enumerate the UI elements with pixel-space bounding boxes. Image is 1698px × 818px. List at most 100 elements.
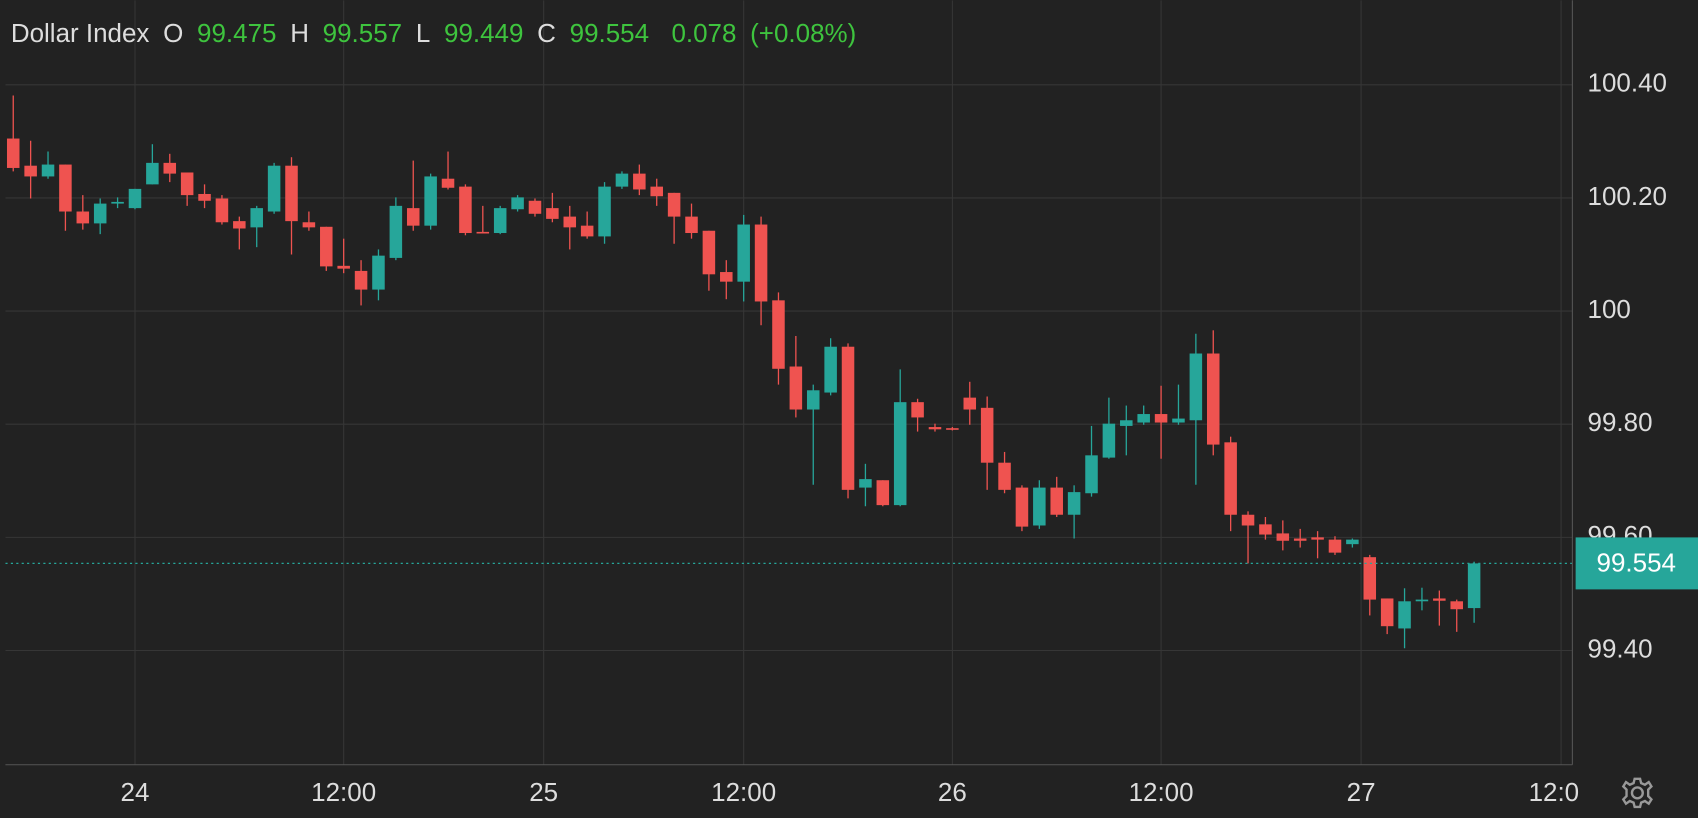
candle-body	[859, 479, 872, 488]
x-tick-label: 27	[1347, 777, 1376, 807]
candle-body	[180, 172, 194, 196]
candle-body	[528, 200, 542, 214]
candle-body	[1328, 539, 1342, 553]
candle-body	[163, 162, 177, 174]
candle-body	[806, 390, 820, 410]
high-value: 99.557	[323, 18, 402, 48]
candle-body	[1137, 414, 1150, 423]
ohlc-label: L	[416, 18, 430, 48]
candle-body	[233, 221, 246, 229]
candle-body	[1050, 487, 1063, 515]
low-value: 99.449	[444, 18, 523, 48]
change-value: 0.078	[671, 18, 736, 48]
y-tick-label: 100.20	[1588, 181, 1667, 211]
candle-body	[285, 165, 298, 222]
x-tick-label: 12:00	[1129, 777, 1194, 807]
candle-body	[1206, 353, 1220, 445]
candle-body	[1102, 423, 1116, 458]
candle-body	[737, 224, 750, 282]
candle-body	[563, 216, 577, 228]
candle-body	[302, 222, 316, 228]
candle-body	[946, 428, 959, 430]
candle-body	[615, 173, 629, 187]
candle-body	[650, 186, 663, 197]
ohlc-label: O	[163, 18, 183, 48]
candle-body	[598, 186, 611, 237]
candle-body	[372, 255, 385, 290]
candle-body	[1120, 420, 1133, 426]
candle-body	[1067, 492, 1081, 515]
header: Dollar Index O 99.475 H 99.557 L 99.449 …	[11, 18, 856, 48]
candle-body	[841, 346, 855, 490]
candle-body	[1398, 601, 1411, 629]
x-tick-label: 12:00	[1529, 777, 1594, 807]
candle-body	[389, 205, 403, 258]
candle-body	[320, 226, 333, 267]
candle-body	[824, 346, 837, 393]
candle-body	[337, 265, 350, 269]
candle-body	[354, 270, 368, 290]
price-tag	[1575, 537, 1698, 590]
x-tick-label: 24	[121, 777, 150, 807]
y-tick-label: 99.80	[1588, 407, 1653, 437]
title: Dollar Index	[11, 18, 150, 48]
candle-body	[511, 197, 524, 210]
candle-body	[754, 224, 768, 302]
candle-body	[928, 427, 942, 430]
candle-body	[76, 211, 90, 224]
candle-body	[702, 230, 716, 275]
candle-body	[1450, 601, 1463, 610]
candle-body	[476, 231, 490, 234]
change-percent: (+0.08%)	[750, 18, 856, 48]
candle-body	[215, 198, 229, 223]
candle-body	[1380, 598, 1394, 627]
candle-body	[1085, 455, 1098, 494]
candle-body	[493, 208, 507, 234]
y-tick-label: 100.40	[1588, 68, 1667, 98]
candle-body	[1154, 414, 1168, 423]
open-value: 99.475	[197, 18, 276, 48]
candle-body	[685, 216, 698, 234]
candle-body	[1293, 538, 1307, 541]
candle-body	[1224, 442, 1237, 515]
candle-body	[893, 402, 907, 506]
candle-body	[580, 225, 594, 237]
candle-body	[1433, 598, 1446, 601]
candle-body	[911, 402, 924, 418]
candle-body	[772, 300, 785, 369]
candle-body	[667, 192, 681, 217]
candle-body	[1363, 557, 1377, 600]
candle-body	[459, 186, 472, 234]
candle-body	[59, 164, 72, 212]
candle-body	[789, 366, 803, 410]
close-value: 99.554	[570, 18, 649, 48]
candle-body	[1276, 533, 1290, 541]
y-tick-label: 100	[1588, 294, 1631, 324]
x-tick-label: 26	[938, 777, 967, 807]
settings-icon[interactable]	[1621, 777, 1653, 809]
price-tag-label: 99.554	[1597, 547, 1676, 577]
candle-body	[111, 201, 124, 204]
candle-body	[24, 165, 37, 177]
candle-body	[876, 480, 890, 506]
candle-body	[250, 208, 263, 228]
candle-body	[93, 203, 107, 224]
candle-body	[1259, 524, 1272, 535]
candle-body	[633, 173, 646, 190]
candle-body	[1033, 487, 1046, 526]
candle-body	[1015, 487, 1029, 527]
ohlc-label: C	[537, 18, 556, 48]
candle-body	[441, 178, 455, 188]
candle-body	[720, 272, 733, 282]
candle-body	[128, 188, 142, 209]
y-tick-label: 99.40	[1588, 633, 1653, 663]
x-tick-label: 12:00	[711, 777, 776, 807]
candle-body	[998, 462, 1011, 490]
candle-body	[1467, 563, 1481, 609]
candle-body	[406, 208, 420, 226]
x-tick-label: 12:00	[311, 777, 376, 807]
candle-body	[41, 164, 55, 177]
candle-body	[980, 407, 994, 463]
candle-body	[1172, 418, 1185, 423]
